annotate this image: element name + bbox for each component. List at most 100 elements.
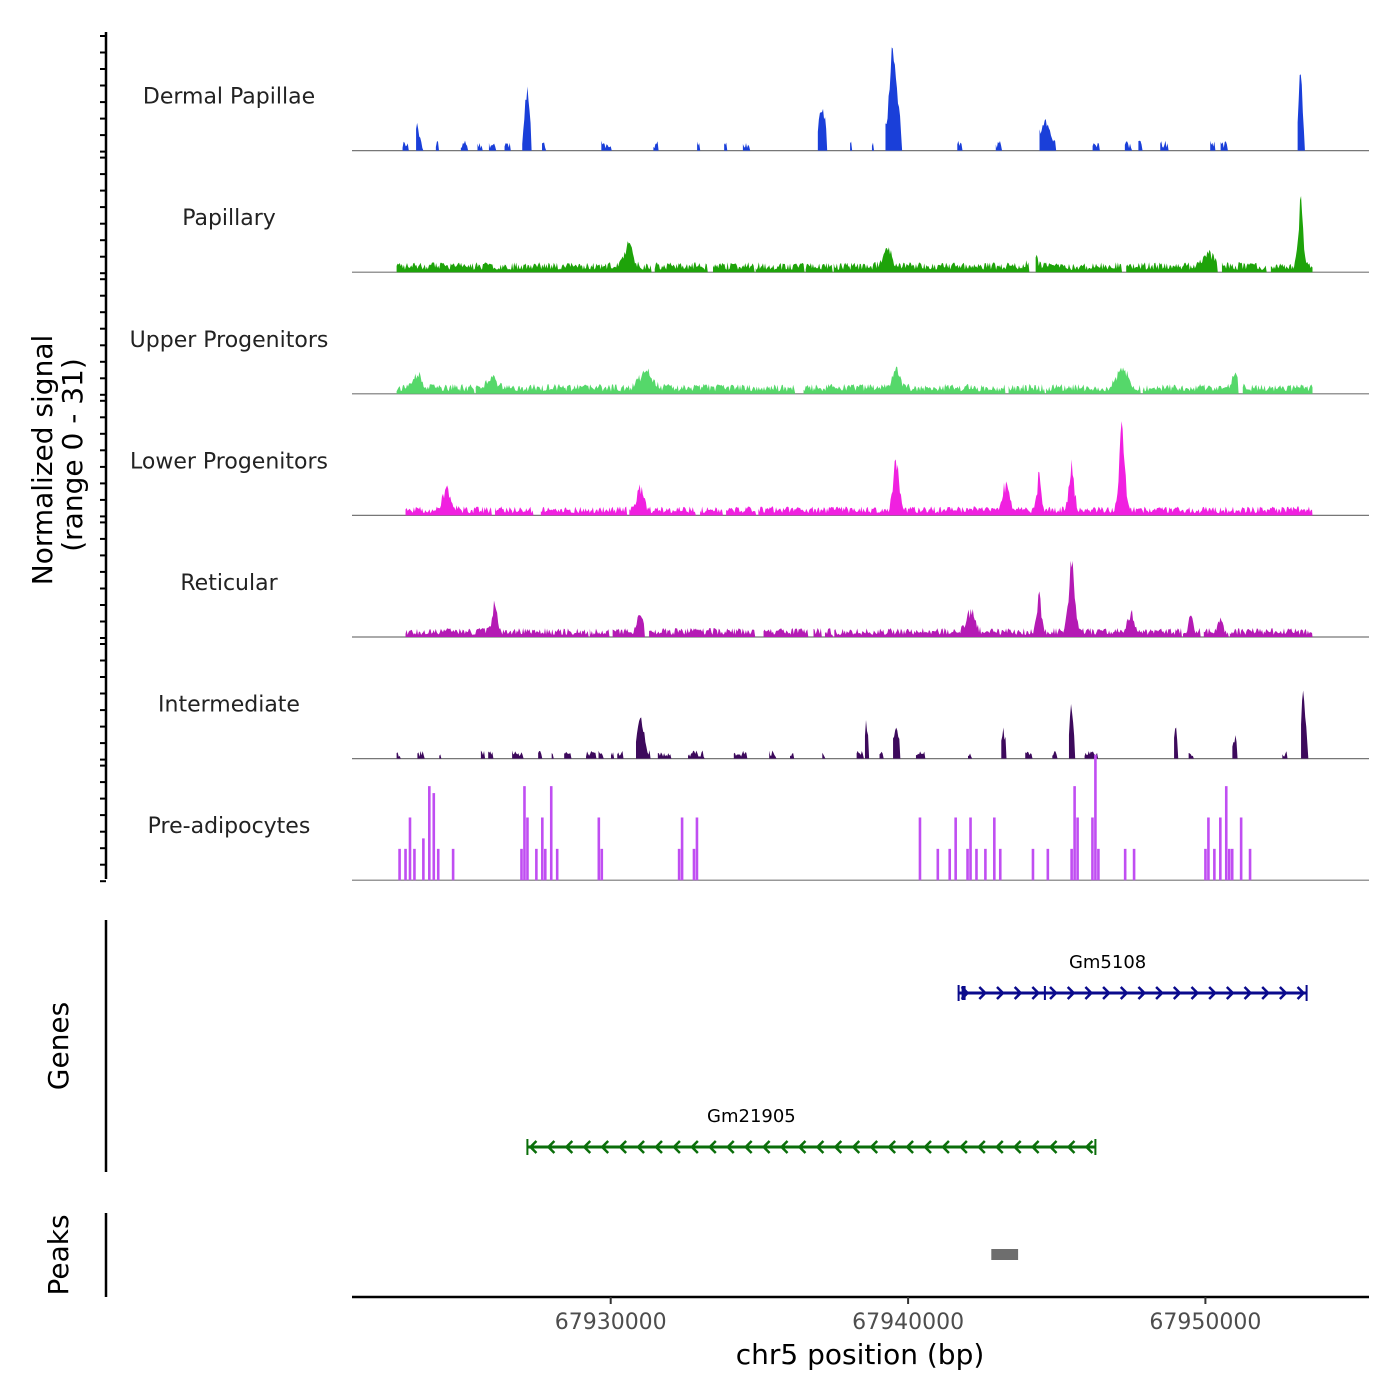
strand-arrow [636, 1140, 645, 1154]
track-intermediate: Intermediate [158, 690, 1369, 760]
gene-label: Gm21905 [707, 1106, 796, 1127]
signal-spike [680, 817, 684, 881]
strand-arrow [546, 1140, 556, 1154]
signal-spike [523, 786, 526, 881]
signal-area [405, 560, 1313, 637]
strand-arrow [618, 1140, 628, 1154]
signal-area [396, 690, 1309, 759]
peaks-panel: Peaks [42, 1213, 1019, 1297]
signal-spike [993, 817, 996, 881]
x-axis-ticks: 67930000 67940000 67950000 [555, 1297, 1261, 1335]
signal-panel: Normalized signal (range 0 - 31) Dermal … [26, 32, 1369, 883]
signal-spike [555, 848, 559, 881]
strand-arrow [743, 1140, 753, 1154]
signal-spike [600, 848, 604, 881]
signal-y-axis [100, 32, 108, 883]
gene-label: Gm5108 [1069, 952, 1146, 973]
track-label: Papillary [182, 206, 276, 231]
strand-arrow [851, 1140, 861, 1154]
signal-spike [948, 848, 952, 881]
signal-spike [398, 848, 401, 881]
x-axis: 67930000 67940000 67950000 chr5 position (… [352, 1295, 1369, 1371]
strand-arrow [978, 986, 988, 1000]
strand-arrow [959, 1140, 968, 1154]
strand-arrow [528, 1140, 538, 1154]
strand-arrow [994, 1140, 1004, 1154]
strand-arrow [1066, 986, 1076, 1000]
signal-spike [1230, 848, 1234, 881]
signal-spike [692, 848, 696, 881]
strand-arrow [1066, 1140, 1076, 1154]
strand-arrow [1278, 986, 1288, 1000]
signal-spike [1219, 817, 1222, 881]
strand-arrow [1030, 1140, 1040, 1154]
x-axis-label: chr5 position (bp) [736, 1338, 985, 1371]
strand-arrow [1243, 986, 1253, 1000]
strand-arrow [779, 1140, 789, 1154]
signal-spike [535, 848, 538, 881]
track-pre-adipocytes: Pre-adipocytes [148, 754, 1369, 881]
signal-spike [1076, 817, 1079, 881]
strand-arrow [923, 1140, 932, 1154]
strand-arrow [690, 1140, 699, 1154]
signal-spike [597, 817, 601, 881]
signal-spike [422, 838, 425, 881]
track-reticular: Reticular [180, 560, 1369, 638]
strand-arrow [1225, 986, 1235, 1000]
strand-arrow [1012, 1140, 1022, 1154]
strand-arrow [797, 1140, 807, 1154]
signal-spike [677, 848, 681, 881]
strand-arrow [672, 1140, 681, 1154]
gene-gm21905: Gm21905 [526, 1106, 1097, 1155]
strand-arrow [869, 1140, 879, 1154]
signal-spike [526, 817, 529, 881]
signal-spike [549, 786, 553, 881]
signal-area [405, 421, 1313, 516]
strand-arrow [1172, 986, 1182, 1000]
signal-spike [918, 817, 922, 881]
track-dermal-papillae: Dermal Papillae [143, 47, 1369, 152]
signal-spike [1224, 786, 1228, 881]
signal-spike [408, 817, 412, 881]
signal-spike [432, 793, 436, 881]
signal-spike [1094, 754, 1097, 881]
signal-spike [695, 817, 699, 881]
track-label: Lower Progenitors [130, 449, 328, 474]
signal-spike [451, 848, 455, 881]
signal-spike [413, 848, 416, 881]
peak-regions [991, 1249, 1019, 1260]
signal-tracks: Dermal Papillae Papillary Upper Progenitor… [130, 47, 1369, 881]
signal-spike [954, 817, 957, 881]
strand-arrow [654, 1140, 663, 1154]
track-label: Intermediate [158, 693, 300, 718]
signal-spike [966, 848, 969, 881]
signal-y-axis-range: (range 0 - 31) [56, 358, 89, 552]
strand-arrow [1084, 986, 1094, 1000]
strand-arrow [1031, 986, 1041, 1000]
track-label: Reticular [180, 571, 278, 596]
genes-panel: Genes Gm5108 Gm21905 [42, 920, 1308, 1172]
strand-arrow [1261, 986, 1270, 1000]
strand-arrow [564, 1140, 574, 1154]
strand-arrow [977, 1140, 986, 1154]
strand-arrow [1137, 986, 1147, 1000]
signal-spike [1070, 848, 1073, 881]
x-tick-label: 67930000 [555, 1310, 667, 1335]
gene-exon [961, 986, 966, 1000]
strand-arrow [1155, 986, 1164, 1000]
strand-arrow [725, 1140, 735, 1154]
signal-area [396, 366, 1313, 394]
strand-arrow [887, 1140, 897, 1154]
strand-arrow [941, 1140, 950, 1154]
signal-spike [1046, 848, 1050, 881]
track-papillary: Papillary [182, 196, 1369, 273]
signal-spike [1213, 848, 1216, 881]
signal-spike [520, 848, 523, 881]
signal-spike [1227, 848, 1231, 881]
strand-arrow [833, 1140, 843, 1154]
signal-spike [541, 817, 544, 881]
track-label: Pre-adipocytes [148, 814, 311, 839]
signal-spike [975, 848, 978, 881]
gene-gm5108: Gm5108 [957, 952, 1308, 1001]
strand-arrow [708, 1140, 717, 1154]
